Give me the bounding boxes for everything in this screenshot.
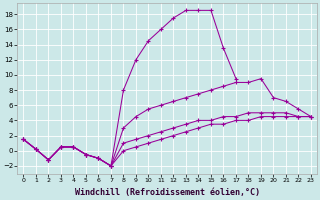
X-axis label: Windchill (Refroidissement éolien,°C): Windchill (Refroidissement éolien,°C) [75,188,260,197]
